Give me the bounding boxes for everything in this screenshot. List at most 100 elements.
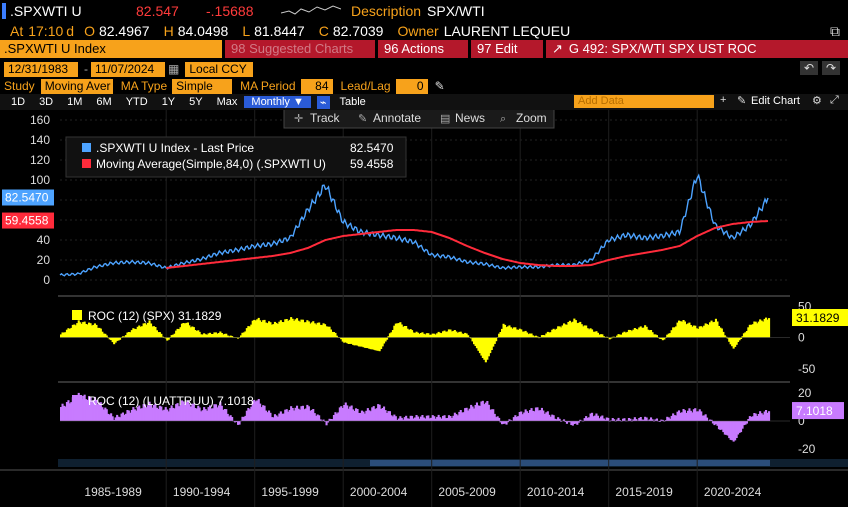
x-axis-label: 2010-2014 bbox=[527, 485, 585, 499]
tf-3d[interactable]: 3D bbox=[39, 96, 54, 108]
roc-bar bbox=[296, 318, 299, 338]
start-date-input[interactable]: 12/31/1983 bbox=[4, 61, 78, 77]
roc-bar bbox=[110, 413, 113, 421]
roc-bar bbox=[499, 421, 502, 423]
roc-bar bbox=[269, 322, 272, 338]
scroll-thumb[interactable] bbox=[370, 460, 770, 466]
edit-button[interactable]: 97 Edit bbox=[471, 40, 543, 58]
news-tool[interactable]: News bbox=[455, 111, 485, 125]
suggested-charts-button[interactable]: 98 Suggested Charts bbox=[225, 40, 375, 58]
security-field[interactable]: .SPXWTI U Index bbox=[0, 40, 222, 58]
edit-chart-button[interactable]: Edit Chart bbox=[751, 95, 800, 107]
roc-bar bbox=[365, 410, 368, 421]
graph-title-bar[interactable]: ↗ G 492: SPX/WTI SPX UST ROC bbox=[546, 40, 848, 58]
roc-bar bbox=[678, 320, 681, 338]
roc-bar bbox=[672, 413, 675, 421]
roc-bar bbox=[689, 410, 692, 421]
redo-icon[interactable]: ↷ bbox=[821, 61, 840, 75]
ma-period-input[interactable]: 84 bbox=[300, 78, 333, 94]
actions-button[interactable]: 96 Actions bbox=[378, 40, 468, 58]
expand-icon[interactable]: ⤢ bbox=[830, 94, 839, 106]
roc-bar bbox=[437, 331, 440, 338]
roc-bar bbox=[82, 395, 85, 421]
roc-bar bbox=[419, 333, 422, 338]
pencil-icon[interactable]: ✎ bbox=[434, 79, 445, 93]
tf-6m[interactable]: 6M bbox=[96, 96, 112, 108]
tf-1d[interactable]: 1D bbox=[11, 96, 26, 108]
roc-bar bbox=[596, 332, 599, 338]
chart-type-icon[interactable]: ⌁ bbox=[316, 95, 330, 109]
zoom-tool[interactable]: Zoom bbox=[516, 111, 547, 125]
leadlag-input[interactable]: 0 bbox=[395, 78, 428, 94]
roc-bar bbox=[509, 327, 512, 338]
roc-bar bbox=[281, 322, 284, 338]
settings-icon[interactable]: ⚙ bbox=[812, 95, 822, 107]
table-button[interactable]: Table bbox=[339, 96, 366, 108]
roc-bar bbox=[710, 419, 713, 421]
roc-bar bbox=[256, 319, 259, 338]
roc-bar bbox=[499, 332, 502, 338]
tf-1m[interactable]: 1M bbox=[67, 96, 83, 108]
roc-bar bbox=[571, 421, 574, 426]
roc-bar bbox=[611, 336, 614, 338]
roc-bar bbox=[254, 401, 257, 421]
roc-bar bbox=[548, 414, 551, 421]
roc-bar bbox=[557, 417, 560, 421]
y-tick-label-roc-luattruu: -20 bbox=[798, 442, 816, 456]
roc-bar bbox=[315, 415, 318, 421]
roc-bar bbox=[464, 408, 467, 421]
roc-bar bbox=[430, 417, 433, 421]
roc-bar bbox=[459, 331, 462, 338]
popout-icon[interactable]: ⧉ bbox=[830, 23, 840, 39]
roc-bar bbox=[756, 323, 759, 338]
roc-bar bbox=[450, 331, 453, 338]
roc-bar bbox=[667, 417, 670, 421]
roc-bar bbox=[418, 418, 421, 421]
ma-type-select[interactable]: Simple bbox=[172, 78, 233, 94]
roc-bar bbox=[194, 330, 197, 338]
roc-spx-legend-label: ROC (12) (SPX) 31.1829 bbox=[88, 309, 222, 323]
tf-max[interactable]: Max bbox=[216, 96, 238, 108]
roc-bar bbox=[325, 421, 328, 426]
roc-bar bbox=[673, 327, 676, 338]
roc-bar bbox=[670, 415, 673, 421]
roc-bar bbox=[318, 322, 321, 338]
roc-bar bbox=[151, 407, 154, 421]
roc-bar bbox=[65, 402, 68, 421]
roc-bar bbox=[285, 319, 288, 338]
end-date-input[interactable]: 11/07/2024 bbox=[91, 61, 165, 77]
roc-bar bbox=[250, 324, 253, 338]
roc-bar bbox=[378, 337, 381, 352]
roc-bar bbox=[164, 407, 167, 421]
add-data-input[interactable]: Add Data bbox=[574, 95, 714, 108]
roc-bar bbox=[627, 418, 630, 421]
tf-ytd[interactable]: YTD bbox=[125, 96, 148, 108]
ticker-symbol[interactable]: .SPXWTI U bbox=[10, 3, 82, 19]
roc-bar bbox=[414, 417, 417, 421]
tf-1y[interactable]: 1Y bbox=[161, 96, 176, 108]
track-tool[interactable]: Track bbox=[310, 111, 341, 125]
roc-bar bbox=[154, 327, 157, 338]
ohlc-line: At 17:10 d O 82.4967 H 84.0498 L 81.8447… bbox=[0, 22, 848, 40]
add-data-plus-icon[interactable]: + bbox=[720, 94, 727, 106]
roc-bar bbox=[147, 322, 150, 338]
roc-bar bbox=[223, 409, 226, 421]
chart-area[interactable]: ✛ Track ✎ Annotate ▤ News ⌕ Zoom .SPXWTI… bbox=[0, 110, 848, 507]
currency-select[interactable]: Local CCY bbox=[185, 61, 254, 77]
roc-bar bbox=[508, 325, 511, 338]
roc-luattruu-legend-label: ROC (12) (LUATTRUU) 7.1018 bbox=[88, 394, 254, 408]
roc-bar bbox=[111, 337, 114, 343]
tf-5y[interactable]: 5Y bbox=[189, 96, 203, 108]
annotate-tool[interactable]: Annotate bbox=[373, 111, 421, 125]
roc-bar bbox=[691, 412, 694, 421]
frequency-select[interactable]: Monthly ▼ bbox=[244, 96, 311, 108]
roc-bar bbox=[534, 407, 537, 421]
roc-bar bbox=[152, 404, 155, 421]
roc-bar bbox=[340, 337, 343, 340]
undo-icon[interactable]: ↶ bbox=[799, 61, 818, 75]
roc-bar bbox=[116, 337, 119, 341]
calendar-icon[interactable]: ▦ bbox=[168, 62, 180, 76]
study-select[interactable]: Moving Aver bbox=[40, 78, 113, 94]
roc-bar bbox=[152, 326, 155, 338]
roc-bar bbox=[692, 409, 695, 421]
